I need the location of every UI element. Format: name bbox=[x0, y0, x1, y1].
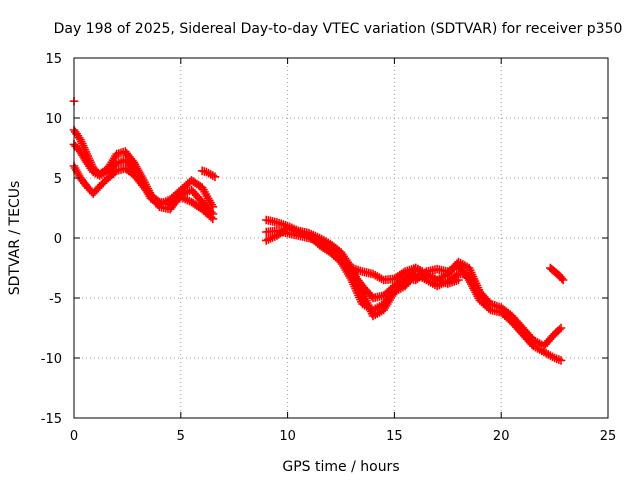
data-point-s3 bbox=[208, 214, 218, 224]
y-tick-label: -5 bbox=[49, 292, 62, 307]
y-tick-label: -10 bbox=[41, 352, 62, 367]
y-tick-label: 10 bbox=[45, 112, 62, 127]
data-point-s8 bbox=[454, 275, 463, 285]
axis-ticks: 0 5 10 15 20 25 -15 -10 -5 0 5 10 15 bbox=[41, 52, 617, 444]
data-point-s6 bbox=[556, 356, 566, 365]
chart-title: Day 198 of 2025, Sidereal Day-to-day VTE… bbox=[54, 21, 623, 37]
y-tick-label: -15 bbox=[41, 412, 62, 427]
x-tick-label: 5 bbox=[177, 429, 185, 444]
y-tick-label: 5 bbox=[54, 172, 62, 187]
data-point-s2 bbox=[208, 202, 218, 212]
y-tick-label: 0 bbox=[54, 232, 62, 247]
data-point-s7 bbox=[464, 269, 474, 279]
grid bbox=[74, 58, 608, 418]
data-point-s9 bbox=[558, 275, 568, 285]
x-tick-label: 0 bbox=[70, 429, 78, 444]
y-tick-label: 15 bbox=[45, 52, 62, 67]
x-tick-label: 25 bbox=[600, 429, 617, 444]
x-tick-label: 15 bbox=[386, 429, 403, 444]
x-tick-label: 10 bbox=[279, 429, 296, 444]
y-axis-label: SDTVAR / TECUs bbox=[7, 181, 23, 296]
data-points bbox=[69, 96, 568, 365]
data-point-s5 bbox=[556, 323, 566, 333]
x-axis-label: GPS time / hours bbox=[282, 459, 399, 475]
data-point-s4 bbox=[210, 172, 220, 182]
x-tick-label: 20 bbox=[493, 429, 510, 444]
